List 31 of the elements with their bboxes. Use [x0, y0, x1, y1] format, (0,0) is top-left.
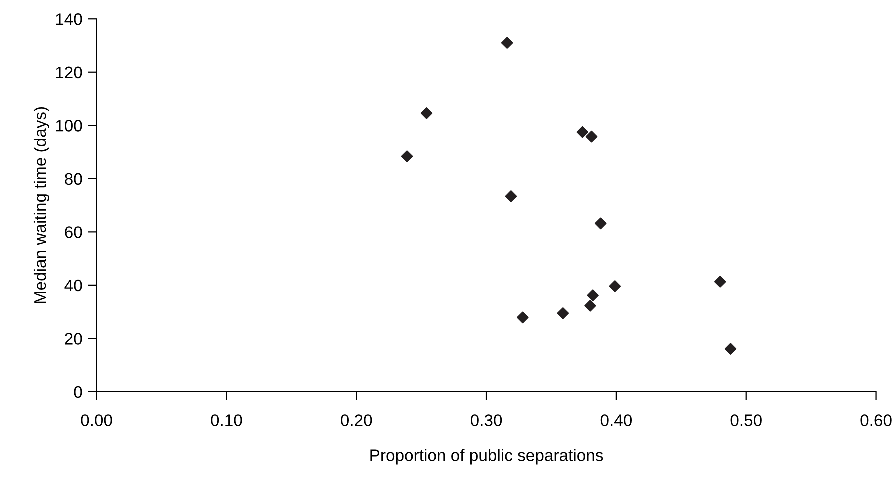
point [501, 37, 514, 49]
x-tick-label: 0.10 [211, 414, 242, 426]
point [401, 150, 414, 162]
y-tick-label: 60 [65, 226, 82, 238]
x-axis-title: Proportion of public separations [370, 449, 604, 465]
x-tick-label: 0.00 [81, 414, 112, 426]
y-axis-title: Median waiting time (days) [34, 107, 50, 304]
point [517, 312, 529, 324]
x-tick-label: 0.40 [600, 414, 632, 426]
x-tick-label: 0.50 [730, 414, 762, 426]
point [557, 308, 570, 320]
y-tick-label: 80 [65, 173, 82, 186]
point [584, 300, 596, 312]
y-tick-label: 120 [56, 66, 82, 79]
x-tick-label: 0.20 [341, 414, 372, 426]
point [714, 276, 726, 288]
point [724, 343, 737, 355]
point [586, 130, 598, 143]
point [505, 190, 518, 202]
point [587, 290, 599, 302]
point [594, 218, 607, 230]
y-tick-label: 140 [56, 14, 82, 26]
y-tick-label: 40 [64, 280, 82, 292]
point [609, 280, 622, 292]
y-tick-label: 100 [56, 120, 82, 132]
y-tick-label: 20 [65, 333, 82, 345]
y-tick-label: 0 [74, 386, 82, 398]
point [576, 126, 589, 138]
point [420, 108, 433, 120]
x-tick-label: 0.30 [470, 414, 502, 426]
x-tick-label: 0.60 [860, 414, 892, 426]
